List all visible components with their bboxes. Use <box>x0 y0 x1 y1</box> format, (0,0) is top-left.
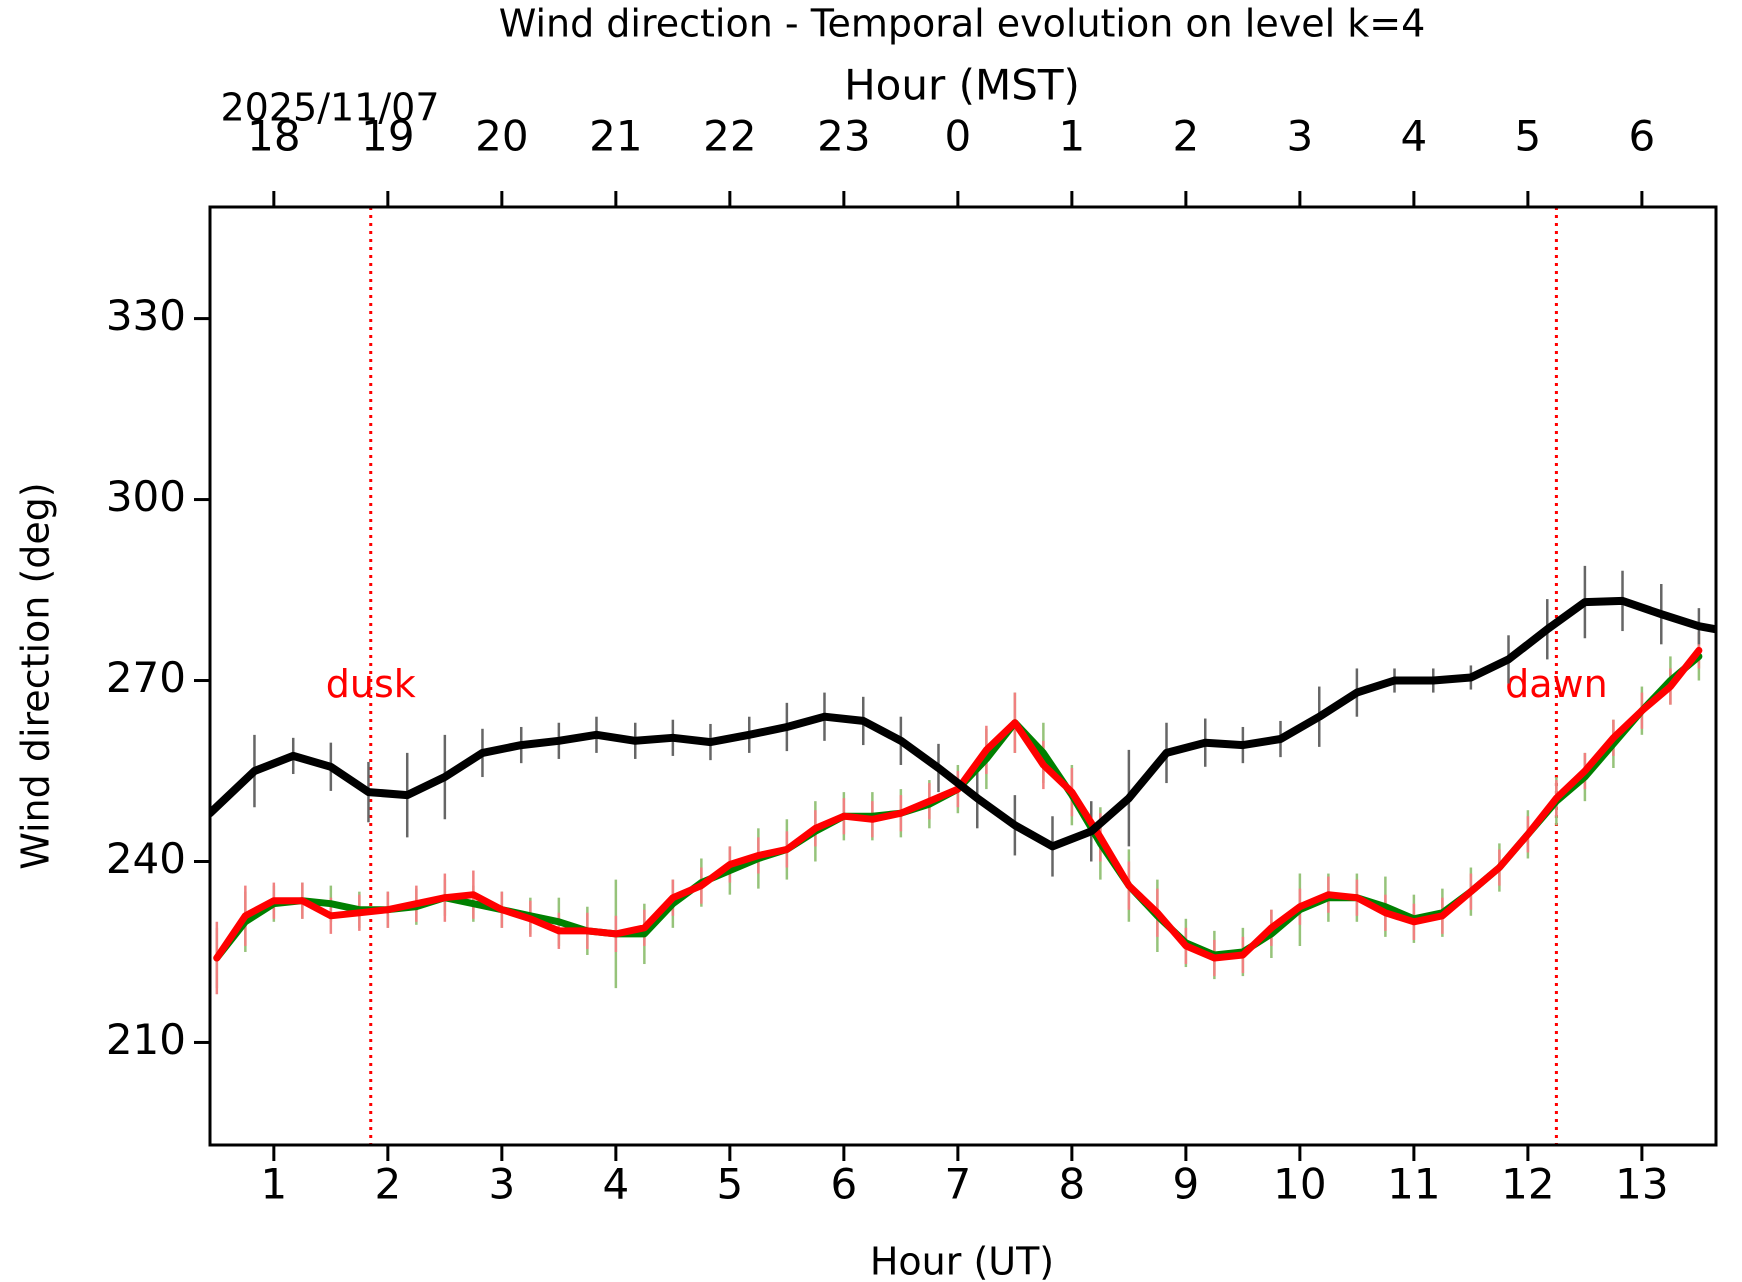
x-axis-title: Hour (UT) <box>870 1240 1054 1282</box>
x-tick-label: 6 <box>830 1160 857 1209</box>
x2-tick-label: 19 <box>361 112 414 161</box>
x2-tick-label: 23 <box>817 112 870 161</box>
x2-tick-label: 4 <box>1401 112 1428 161</box>
y-tick-label: 330 <box>106 291 186 340</box>
x-tick-label: 2 <box>374 1160 401 1209</box>
x2-tick-label: 20 <box>475 112 528 161</box>
x-tick-label: 13 <box>1615 1160 1668 1209</box>
event-label: dusk <box>326 662 416 706</box>
y-tick-label: 270 <box>106 653 186 702</box>
chart-title: Wind direction - Temporal evolution on l… <box>499 2 1426 46</box>
y-tick-label: 300 <box>106 472 186 521</box>
event-label: dawn <box>1505 662 1608 706</box>
x-tick-label: 8 <box>1059 1160 1086 1209</box>
series-line <box>213 646 1703 962</box>
x2-tick-label: 0 <box>945 112 972 161</box>
date-label: 2025/11/07 <box>220 86 439 130</box>
x-tick-label: 10 <box>1273 1160 1326 1209</box>
x2-tick-label: 5 <box>1515 112 1542 161</box>
x-tick-label: 3 <box>488 1160 515 1209</box>
x2-tick-label: 18 <box>247 112 300 161</box>
y-tick-label: 210 <box>106 1015 186 1064</box>
x2-tick-label: 1 <box>1059 112 1086 161</box>
x2-tick-label: 6 <box>1629 112 1656 161</box>
x2-tick-label: 2 <box>1173 112 1200 161</box>
x2-tick-label: 3 <box>1287 112 1314 161</box>
series-line <box>210 596 1716 851</box>
x2-axis-title: Hour (MST) <box>844 61 1080 110</box>
x-tick-label: 7 <box>945 1160 972 1209</box>
x2-tick-label: 21 <box>589 112 642 161</box>
y-axis-title: Wind direction (deg) <box>14 482 58 869</box>
x-tick-label: 12 <box>1501 1160 1554 1209</box>
x-tick-label: 11 <box>1387 1160 1440 1209</box>
plot-frame <box>208 205 1718 1147</box>
x-tick-label: 1 <box>260 1160 287 1209</box>
x2-tick-label: 22 <box>703 112 756 161</box>
y-tick-label: 240 <box>106 834 186 883</box>
x-tick-label: 5 <box>716 1160 743 1209</box>
x-tick-label: 4 <box>602 1160 629 1209</box>
x-tick-label: 9 <box>1173 1160 1200 1209</box>
